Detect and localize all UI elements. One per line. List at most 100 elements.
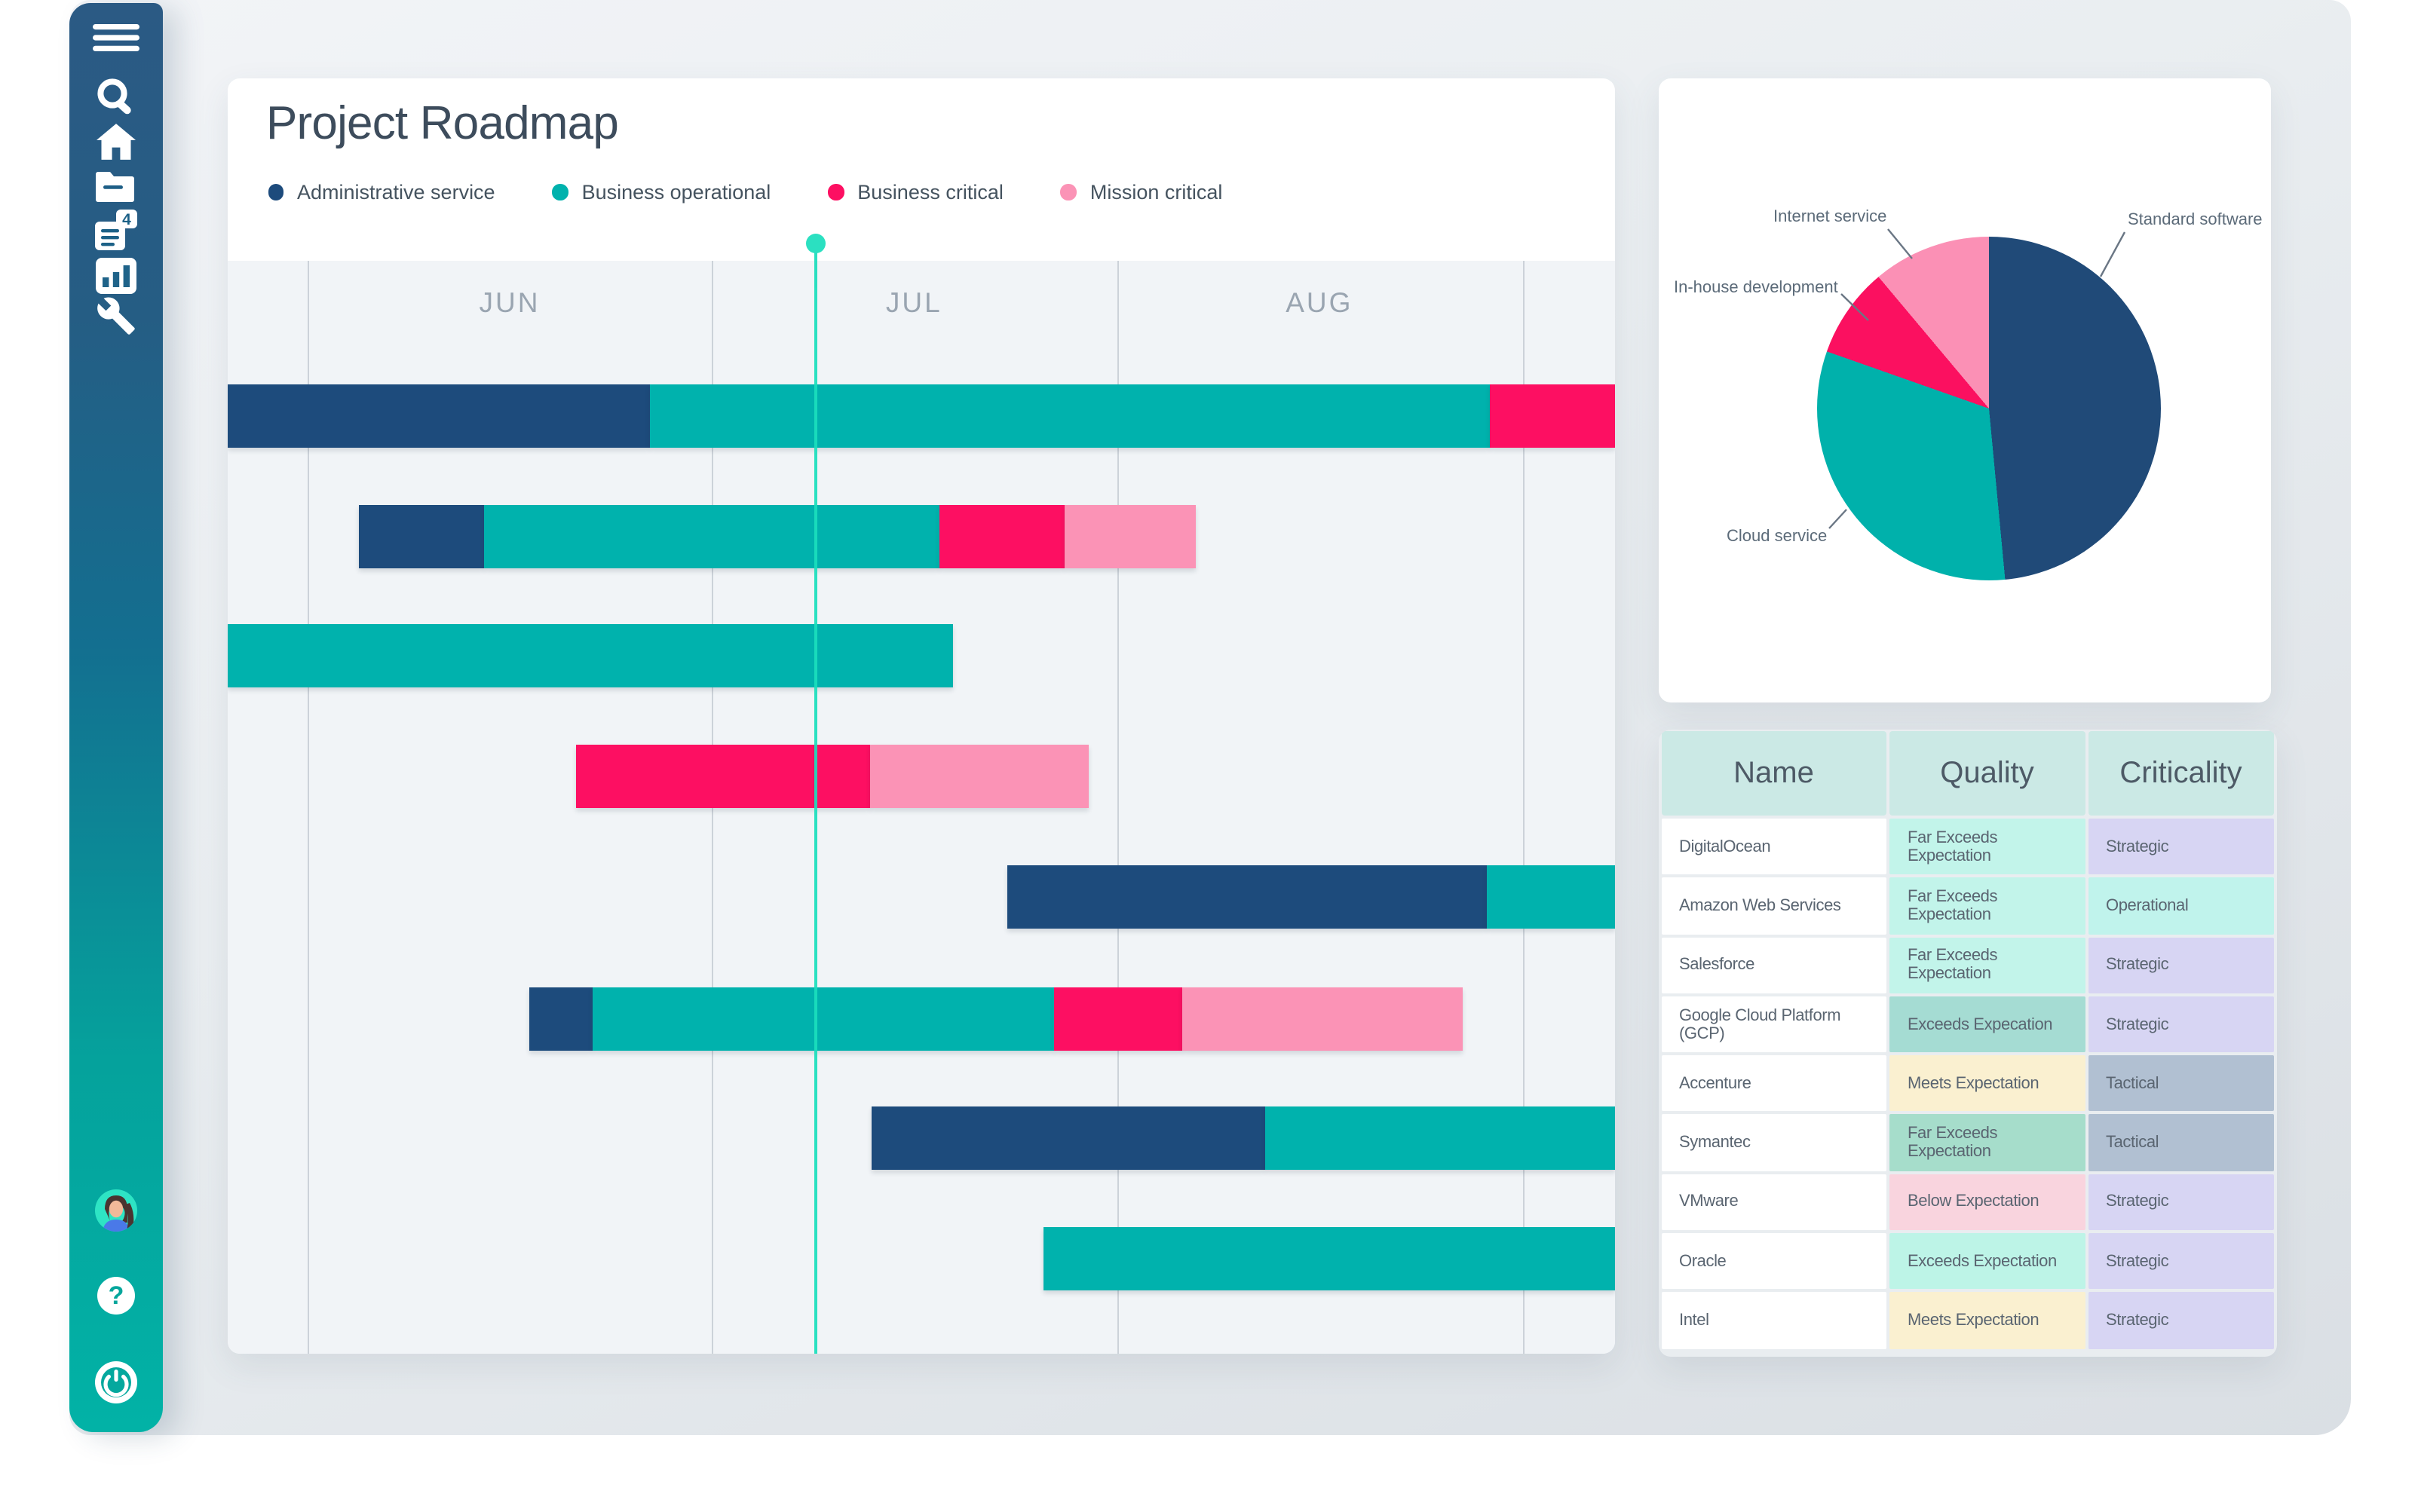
cell-criticality: Strategic (2088, 996, 2274, 1053)
svg-text:?: ? (108, 1281, 124, 1310)
column-header-quality: Quality (1889, 731, 2085, 816)
search-icon[interactable] (96, 77, 136, 118)
gantt-bar-row2-mission (1065, 505, 1196, 568)
gantt-chart: JUN JUL AUG (227, 261, 1615, 1354)
cell-criticality: Strategic (2088, 1233, 2274, 1290)
cell-criticality: Tactical (2088, 1114, 2274, 1171)
table-row: Oracle Exceeds Expectation Strategic (1661, 1233, 2274, 1290)
today-marker-dot (805, 233, 826, 253)
folder-icon[interactable] (95, 172, 136, 202)
gantt-bar-row5-oper (1486, 865, 1615, 929)
pie-leader-lines (1828, 228, 2126, 529)
legend-item-oper: Business operational (552, 181, 771, 204)
table-row: Salesforce Far Exceeds Expectation Strateg… (1661, 937, 2274, 993)
gantt-bar-row2-crit (939, 505, 1065, 568)
pie-card: Internet service Standard software In-ho… (1659, 78, 2270, 702)
cell-name: Symantec (1661, 1114, 1886, 1171)
table-row: Accenture Meets Expectation Tactical (1661, 1055, 2274, 1112)
month-gridline (1522, 261, 1524, 1354)
legend-label: Business operational (581, 181, 771, 204)
home-icon[interactable] (96, 124, 136, 160)
legend-label: Administrative service (297, 181, 495, 204)
legend-label: Mission critical (1089, 181, 1223, 204)
gantt-bar-row4-crit (576, 745, 870, 808)
gantt-bar-row7-oper (1265, 1106, 1615, 1170)
page-title: Project Roadmap (266, 96, 619, 149)
table-row: VMware Below Expectation Strategic (1661, 1174, 2274, 1231)
cell-name: Oracle (1661, 1233, 1886, 1290)
cell-quality: Below Expectation (1889, 1174, 2085, 1231)
month-label-aug: AUG (1286, 286, 1353, 318)
notes-badge-count: 4 (122, 211, 131, 228)
legend-dot-admin (268, 184, 283, 200)
pie-label-standard-software: Standard software (2128, 211, 2263, 229)
month-gridline (307, 261, 309, 1354)
notes-icon[interactable]: 4 (93, 210, 139, 253)
gantt-bar-row1-oper (649, 384, 1490, 448)
legend-item-crit: Business critical (828, 181, 1004, 204)
today-marker-line (805, 233, 826, 1354)
pie-label-internet-service: Internet service (1773, 208, 1887, 226)
legend-item-admin: Administrative service (268, 181, 495, 204)
pie-label-cloud-service: Cloud service (1727, 528, 1828, 546)
bar-chart-icon[interactable] (95, 258, 136, 294)
table-row: Amazon Web Services Far Exceeds Expectati… (1661, 877, 2274, 935)
vendor-table-card: Name Quality Criticality DigitalOcean Far… (1659, 729, 2276, 1357)
sidebar: 4 ? (69, 3, 162, 1432)
cell-quality: Far Exceeds Expectation (1889, 819, 2085, 875)
notes-badge (115, 210, 137, 228)
cell-criticality: Strategic (2088, 819, 2274, 875)
table-row: Intel Meets Expectation Strategic (1661, 1292, 2274, 1349)
month-gridline (1117, 261, 1119, 1354)
cell-criticality: Tactical (2088, 1055, 2274, 1112)
cell-quality: Far Exceeds Expectation (1889, 1114, 2085, 1171)
cell-name: Salesforce (1661, 937, 1886, 993)
cell-criticality: Strategic (2088, 1292, 2274, 1349)
gantt-bar-row7-admin (871, 1106, 1266, 1170)
gantt-bar-row6-mission (1182, 987, 1463, 1051)
cell-quality: Far Exceeds Expectation (1889, 877, 2085, 935)
cell-name: Intel (1661, 1292, 1886, 1349)
gantt-bar-row2-oper (483, 505, 939, 568)
cell-name: Amazon Web Services (1661, 877, 1886, 935)
gantt-bar-row1-crit (1489, 384, 1615, 448)
cell-quality: Exceeds Expecation (1889, 996, 2085, 1053)
legend-dot-crit (828, 184, 844, 200)
cell-name: DigitalOcean (1661, 819, 1886, 875)
roadmap-legend: Administrative service Business operation… (268, 181, 1222, 204)
legend-item-mission: Mission critical (1060, 181, 1223, 204)
month-label-jul: JUL (885, 286, 942, 318)
gantt-bar-row4-mission (869, 745, 1089, 808)
cell-criticality: Operational (2088, 877, 2274, 935)
legend-label: Business critical (857, 181, 1004, 204)
legend-dot-mission (1060, 184, 1077, 200)
gantt-bar-row2-admin (359, 505, 483, 568)
column-header-criticality: Criticality (2088, 731, 2274, 816)
gantt-bar-row6-admin (529, 987, 593, 1051)
table-header-row: Name Quality Criticality (1661, 731, 2274, 816)
menu-icon[interactable] (92, 24, 139, 51)
cell-name: Google Cloud Platform (GCP) (1661, 996, 1886, 1053)
power-icon[interactable] (94, 1361, 137, 1403)
vendor-table: Name Quality Criticality DigitalOcean Far… (1659, 729, 2276, 1357)
cell-name: VMware (1661, 1174, 1886, 1231)
cell-quality: Meets Expectation (1889, 1292, 2085, 1349)
gantt-bar-row3-oper (227, 624, 953, 687)
avatar[interactable] (94, 1189, 137, 1232)
table-row: DigitalOcean Far Exceeds Expectation Strat… (1661, 819, 2274, 875)
help-icon[interactable]: ? (97, 1277, 135, 1315)
cell-name: Accenture (1661, 1055, 1886, 1112)
table-row: Symantec Far Exceeds Expectation Tactical (1661, 1114, 2274, 1171)
column-header-name: Name (1661, 731, 1886, 816)
gantt-bar-row5-admin (1007, 865, 1487, 929)
gantt-bar-row1-admin (227, 384, 650, 448)
roadmap-card: Project Roadmap Administrative service Bu… (227, 78, 1615, 1354)
table-row: Google Cloud Platform (GCP) Exceeds Expec… (1661, 996, 2274, 1053)
cell-quality: Far Exceeds Expectation (1889, 937, 2085, 993)
cell-quality: Meets Expectation (1889, 1055, 2085, 1112)
cell-criticality: Strategic (2088, 1174, 2274, 1231)
legend-dot-oper (552, 184, 568, 200)
wrench-icon[interactable] (96, 295, 136, 336)
month-label-jun: JUN (479, 286, 541, 318)
